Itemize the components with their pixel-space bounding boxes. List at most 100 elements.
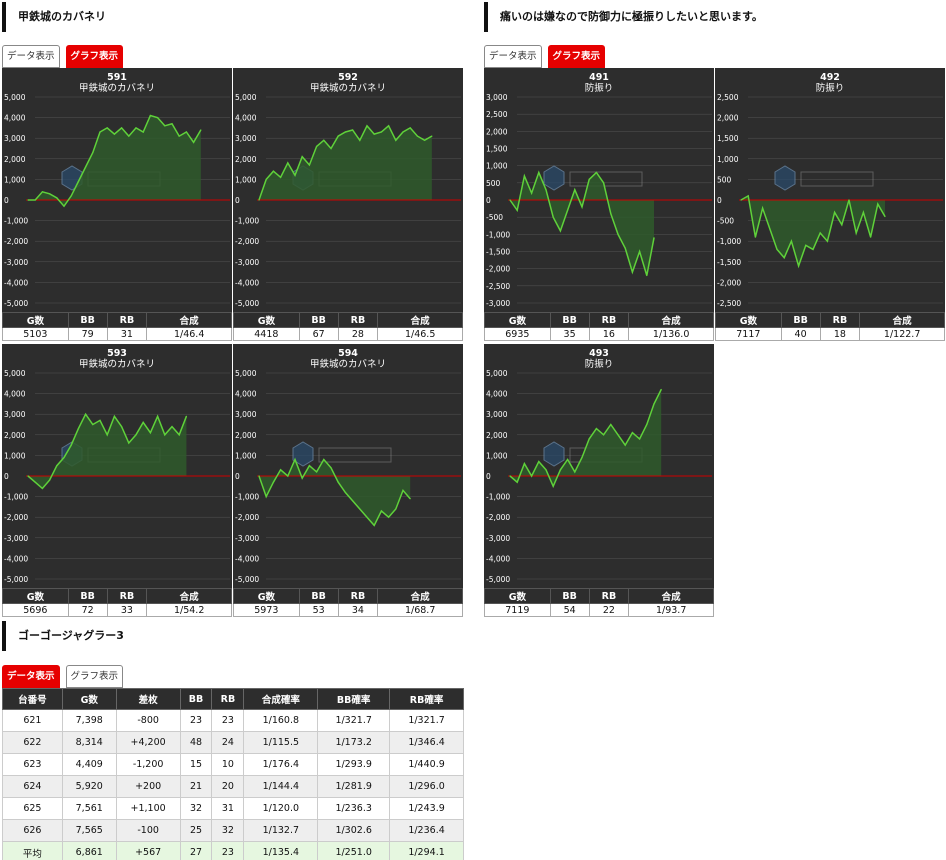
data-point	[624, 247, 626, 249]
cell-bb: 48	[179, 731, 213, 754]
data-point	[388, 125, 390, 127]
stats-value-row: 5103 79 31 1/46.4	[2, 327, 232, 341]
col-header-rb-prob: RB確率	[389, 688, 464, 710]
data-point	[157, 117, 159, 119]
data-point	[409, 498, 411, 500]
data-point	[41, 191, 44, 193]
machine-number: 594	[338, 348, 358, 359]
cell-rb: 20	[211, 775, 245, 798]
data-point	[280, 176, 282, 178]
data-point	[581, 456, 583, 459]
cell-total-prob: 1/132.7	[243, 819, 319, 842]
data-point	[373, 524, 375, 526]
data-point	[395, 508, 397, 510]
data-point	[653, 403, 655, 405]
data-point	[769, 228, 771, 230]
y-tick-label: -4,000	[4, 554, 28, 563]
y-tick-label: -1,000	[235, 217, 259, 226]
machine-name: 防振り	[585, 358, 614, 370]
cell-machine-number: 622	[2, 731, 63, 754]
machine-name: 甲鉄城のカバネリ	[79, 358, 155, 370]
cell-machine-number: 625	[2, 797, 63, 820]
stats-header-bb: BB	[780, 312, 821, 328]
machine-panel-593: 593 甲鉄城のカバネリ 5,000 4,000 3,000 2,000 1,000 0 -1,…	[2, 344, 232, 617]
data-point	[178, 434, 180, 436]
data-point	[380, 510, 382, 512]
tab-data-view[interactable]: データ表示	[2, 665, 60, 688]
cell-rb-prob: 1/296.0	[389, 775, 464, 798]
y-tick-label: 5,000	[486, 369, 508, 378]
data-point	[610, 423, 612, 426]
stats-header-g: G数	[484, 588, 551, 604]
data-point	[27, 475, 29, 477]
stats-header-row: G数 BB RB 合成	[484, 312, 714, 328]
chart-area: 591 甲鉄城のカバネリ 5,000 4,000 3,000 2,000 1,000 0 -1,…	[2, 68, 232, 312]
cell-bb-prob: 1/321.7	[317, 709, 391, 732]
stats-header-bb: BB	[67, 312, 108, 328]
data-point	[855, 232, 857, 234]
data-point	[424, 139, 426, 141]
y-tick-label: 2,000	[4, 155, 26, 164]
tab-graph-view[interactable]: グラフ表示	[547, 45, 606, 68]
y-tick-label: 500	[717, 175, 732, 184]
machine-name: 甲鉄城のカバネリ	[310, 358, 386, 370]
y-tick-label: -1,000	[486, 230, 510, 239]
data-point	[171, 426, 173, 428]
data-point	[34, 481, 36, 483]
y-tick-label: 2,000	[235, 431, 257, 440]
machine-stats-table: G数 BB RB 合成 7117 40 18 1/122.7	[715, 312, 945, 341]
y-tick-label: 2,000	[4, 431, 26, 440]
y-tick-label: -5,000	[486, 575, 510, 584]
stats-header-rb: RB	[337, 312, 379, 328]
y-tick-label: -3,000	[4, 534, 28, 543]
tab-data-view[interactable]: データ表示	[484, 45, 542, 68]
data-point	[337, 135, 339, 137]
data-point	[316, 145, 318, 147]
data-point	[330, 467, 332, 469]
data-point	[545, 469, 547, 471]
data-point	[70, 195, 72, 197]
data-point	[516, 209, 518, 211]
y-tick-label: 0	[235, 472, 240, 481]
stats-value-rb: 31	[106, 327, 148, 341]
data-point	[523, 463, 525, 465]
y-tick-label: -2,000	[486, 265, 510, 274]
cell-rb-prob: 1/346.4	[389, 731, 464, 754]
stats-value-row: 7119 54 22 1/93.7	[484, 603, 714, 617]
cell-machine-number: 623	[2, 753, 63, 776]
cell-bb: 23	[179, 709, 213, 732]
y-tick-label: -2,000	[235, 237, 259, 246]
watermark-text-icon	[318, 447, 392, 463]
y-tick-label: 5,000	[4, 93, 26, 102]
cell-rb: 23	[211, 709, 245, 732]
cell-games: 7,398	[61, 709, 117, 732]
data-point	[106, 434, 108, 436]
data-point	[265, 178, 267, 180]
data-point	[509, 199, 511, 201]
stats-header-rb: RB	[588, 588, 630, 604]
stats-header-g: G数	[233, 312, 300, 328]
tab-graph-view[interactable]: グラフ表示	[65, 45, 124, 68]
y-tick-label: 5,000	[235, 93, 257, 102]
stats-value-g: 6935	[484, 327, 551, 341]
tab-graph-view[interactable]: グラフ表示	[65, 665, 124, 688]
y-tick-label: -3,000	[235, 258, 259, 267]
data-point	[113, 133, 115, 135]
machine-panel-491: 491 防振り 3,000 2,500 2,000 1,500 1,000 500 0 -500 -…	[484, 68, 714, 341]
y-tick-label: 5,000	[4, 369, 26, 378]
y-tick-label: -1,000	[486, 493, 510, 502]
machine-name: 甲鉄城のカバネリ	[310, 82, 386, 94]
data-point	[523, 175, 525, 177]
col-header-games: G数	[61, 688, 117, 710]
data-point	[631, 432, 633, 434]
tab-data-view[interactable]: データ表示	[2, 45, 60, 68]
y-tick-label: 3,000	[4, 410, 26, 419]
group-title-bofuri: 痛いのは嫌なので防御力に極振りしたいと思います。	[484, 2, 763, 32]
data-point	[516, 481, 518, 483]
y-tick-label: 2,500	[717, 93, 739, 102]
y-tick-label: 3,000	[235, 134, 257, 143]
y-tick-label: 3,000	[486, 410, 508, 419]
cell-bb: 32	[179, 797, 213, 820]
data-point	[352, 129, 354, 131]
data-point	[99, 419, 101, 421]
